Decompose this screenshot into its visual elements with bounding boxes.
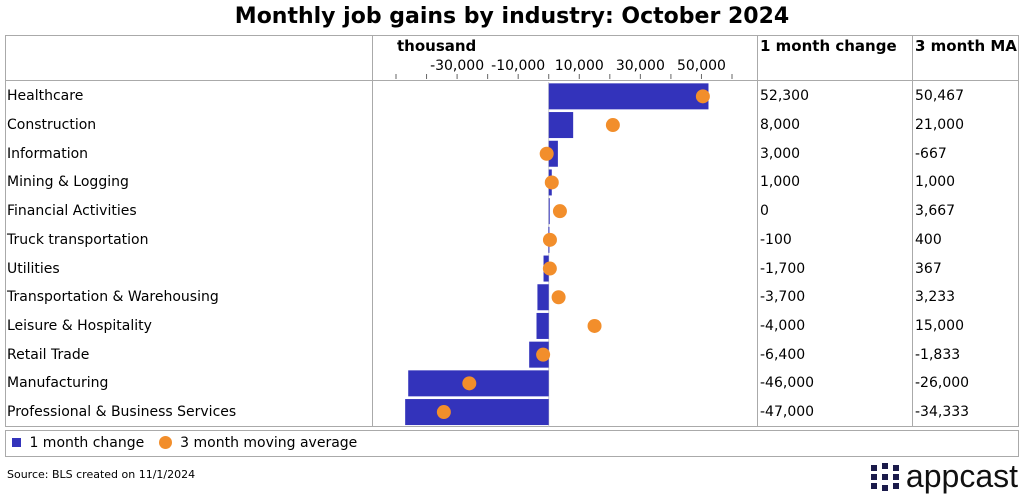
value-1-month-change: -1,700 [760,260,806,277]
category-label: Financial Activities [7,203,137,220]
bar-1-month-change [548,198,550,225]
dot-3-month-ma [695,89,710,104]
legend-label: 3 month moving average [180,435,358,451]
dot-3-month-ma [544,175,559,190]
value-1-month-change: 0 [760,203,769,220]
axis-unit-label: thousand [397,37,477,55]
value-3-month-ma: -26,000 [915,375,970,392]
appcast-logo: appcast [870,458,1018,495]
header-divider [5,80,1018,81]
value-3-month-ma: 1,000 [915,174,956,191]
dot-3-month-ma [551,290,566,305]
value-1-month-change: 3,000 [760,145,801,162]
category-label: Truck transportation [7,231,149,248]
category-label: Manufacturing [7,375,109,392]
dot-3-month-ma [542,232,557,247]
category-label: Information [7,145,89,162]
value-1-month-change: 1,000 [760,174,801,191]
legend-dot-swatch-icon [158,436,172,449]
appcast-logo-icon [870,462,899,491]
value-1-month-change: -47,000 [760,404,815,421]
dot-3-month-ma [539,146,554,161]
bar-1-month-change [548,83,709,110]
header-3-month-ma: 3 month MA [915,37,1017,55]
legend-label: 1 month change [29,435,145,451]
logo-text: appcast [905,458,1018,494]
dot-3-month-ma [462,376,477,391]
value-3-month-ma: -34,333 [915,404,970,421]
bar-1-month-change [537,284,549,311]
bar-1-month-change [408,370,549,397]
table-frame [5,35,1019,427]
value-3-month-ma: 21,000 [915,117,964,134]
category-label: Retail Trade [7,346,90,363]
value-1-month-change: -3,700 [760,289,806,306]
tick-label: -10,000 [491,58,545,74]
legend: 1 month change 3 month moving average [5,430,1019,457]
header-1-month-change: 1 month change [760,37,897,55]
value-3-month-ma: 3,233 [915,289,956,306]
value-3-month-ma: -1,833 [915,346,961,363]
tick-label: 10,000 [555,58,604,74]
value-3-month-ma: 15,000 [915,317,964,334]
category-label: Healthcare [7,88,84,105]
tick-label: 50,000 [677,58,726,74]
value-3-month-ma: 367 [915,260,942,277]
category-label: Mining & Logging [7,174,129,191]
divider [372,35,373,426]
value-1-month-change: -6,400 [760,346,806,363]
chart-title: Monthly job gains by industry: October 2… [234,4,790,29]
value-1-month-change: -46,000 [760,375,815,392]
value-1-month-change: 52,300 [760,88,809,105]
category-label: Construction [7,117,97,134]
dot-3-month-ma [605,118,620,133]
dot-3-month-ma [552,204,567,219]
category-label: Leisure & Hospitality [7,317,152,334]
dot-3-month-ma [542,261,557,276]
category-label: Utilities [7,260,60,277]
value-1-month-change: -100 [760,231,792,248]
divider [757,35,758,426]
dot-3-month-ma [436,405,451,420]
divider [912,35,913,426]
value-1-month-change: -4,000 [760,317,806,334]
value-1-month-change: 8,000 [760,117,801,134]
bar-1-month-change [536,312,549,339]
bar-1-month-change [548,112,574,139]
bar-1-month-change [405,399,549,426]
legend-bar-swatch-icon [12,438,21,447]
tick-label: -30,000 [430,58,484,74]
value-3-month-ma: -667 [915,145,947,162]
value-3-month-ma: 3,667 [915,203,956,220]
dot-3-month-ma [587,318,602,333]
dot-3-month-ma [536,347,551,362]
category-label: Professional & Business Services [7,404,237,421]
category-label: Transportation & Warehousing [7,289,219,306]
tick-label: 30,000 [616,58,665,74]
value-3-month-ma: 50,467 [915,88,964,105]
value-3-month-ma: 400 [915,231,942,248]
source-note: Source: BLS created on 11/1/2024 [7,468,196,481]
